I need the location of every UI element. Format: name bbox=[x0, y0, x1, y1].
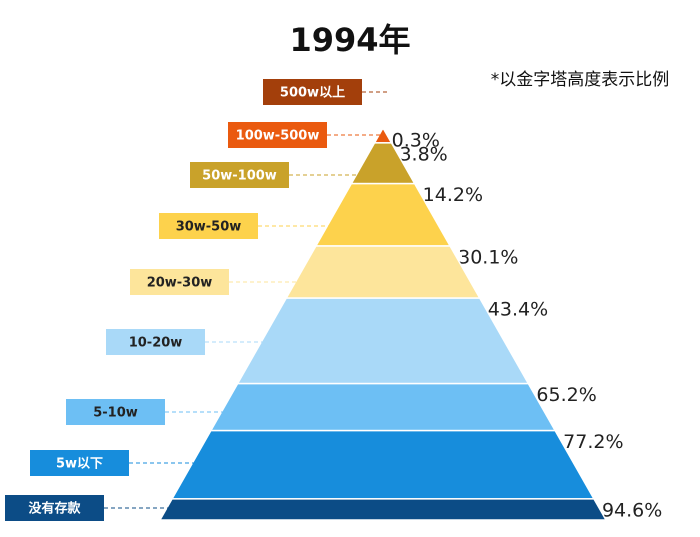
category-box bbox=[159, 213, 258, 239]
pyramid-layer bbox=[170, 429, 596, 500]
category-label: 20w-30w bbox=[147, 276, 213, 291]
category-label: 100w-500w bbox=[236, 129, 320, 144]
category-box bbox=[130, 269, 229, 295]
pyramid-layer bbox=[236, 297, 530, 385]
value-label: 94.6% bbox=[602, 499, 662, 521]
value-label: 14.2% bbox=[423, 184, 483, 206]
category-label: 5w以下 bbox=[56, 457, 103, 472]
pyramid-layer bbox=[284, 245, 482, 299]
category-box bbox=[66, 399, 165, 425]
value-label: 3.8% bbox=[399, 143, 447, 165]
category-box bbox=[30, 450, 129, 476]
pyramid-layer bbox=[373, 128, 393, 144]
category-box bbox=[106, 329, 205, 355]
category-label: 30w-50w bbox=[176, 220, 242, 235]
value-label: 43.4% bbox=[488, 299, 548, 321]
value-label: 77.2% bbox=[563, 431, 623, 453]
category-label: 50w-100w bbox=[202, 169, 277, 184]
category-box bbox=[228, 122, 327, 148]
pyramid-layer bbox=[158, 498, 608, 521]
category-box bbox=[5, 495, 104, 521]
value-label: 65.2% bbox=[536, 384, 596, 406]
category-box bbox=[190, 162, 289, 188]
category-label: 500w以上 bbox=[280, 86, 345, 101]
value-label: 30.1% bbox=[458, 246, 518, 268]
category-label: 没有存款 bbox=[28, 501, 81, 517]
pyramid-layer bbox=[209, 382, 557, 432]
value-label: 0.3% bbox=[392, 130, 440, 152]
chart-title: 1994年 bbox=[289, 21, 410, 59]
category-label: 10-20w bbox=[129, 336, 183, 351]
note: *以金字塔高度表示比例 bbox=[491, 70, 670, 90]
category-label: 5-10w bbox=[93, 406, 138, 421]
category-box bbox=[263, 79, 362, 105]
